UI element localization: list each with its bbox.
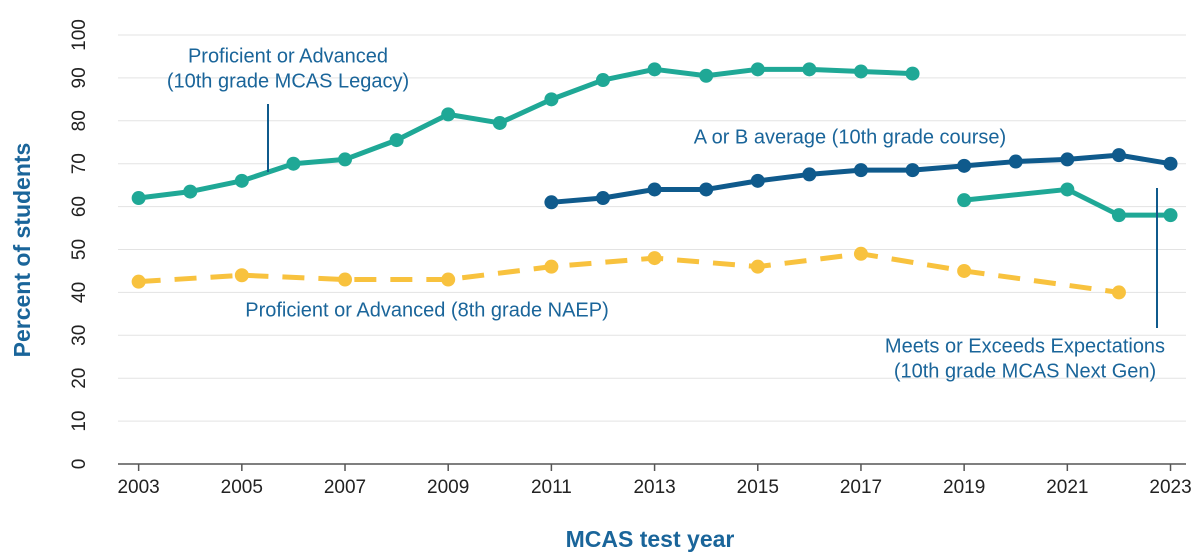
data-point bbox=[853, 163, 868, 178]
x-tick-label: 2007 bbox=[324, 477, 366, 498]
data-point bbox=[286, 156, 301, 171]
x-tick-label: 2011 bbox=[531, 477, 572, 498]
data-point bbox=[647, 251, 662, 266]
data-point bbox=[750, 173, 765, 188]
data-point bbox=[802, 167, 817, 182]
data-point bbox=[389, 133, 404, 148]
series-label: Meets or Exceeds Expectations bbox=[885, 335, 1165, 357]
x-tick-label: 2003 bbox=[117, 477, 159, 498]
y-tick-label: 80 bbox=[69, 110, 90, 131]
y-tick-label: 60 bbox=[69, 196, 90, 217]
y-tick-label: 100 bbox=[69, 19, 90, 51]
data-point bbox=[131, 274, 146, 289]
series-line bbox=[138, 66, 913, 201]
data-point bbox=[338, 152, 353, 167]
data-point bbox=[1060, 182, 1075, 197]
data-point bbox=[544, 195, 559, 210]
data-point bbox=[183, 184, 198, 199]
series-label: Proficient or Advanced bbox=[188, 45, 388, 67]
x-tick-label: 2009 bbox=[427, 477, 469, 498]
series-line bbox=[963, 186, 1171, 218]
series-label: A or B average (10th grade course) bbox=[694, 126, 1006, 148]
data-point bbox=[802, 62, 817, 77]
data-point bbox=[595, 191, 610, 206]
series-label: (10th grade MCAS Legacy) bbox=[167, 70, 409, 92]
y-tick-label: 40 bbox=[69, 282, 90, 303]
data-point bbox=[957, 263, 972, 278]
series-label: Proficient or Advanced (8th grade NAEP) bbox=[245, 299, 609, 321]
y-tick-label: 70 bbox=[69, 153, 90, 174]
data-point bbox=[544, 92, 559, 107]
data-point bbox=[905, 163, 920, 178]
data-point bbox=[957, 193, 972, 208]
data-point bbox=[1111, 148, 1126, 163]
data-point bbox=[853, 246, 868, 261]
y-tick-label: 20 bbox=[69, 368, 90, 389]
data-point bbox=[647, 182, 662, 197]
series-label: (10th grade MCAS Next Gen) bbox=[894, 360, 1156, 382]
x-tick-label: 2013 bbox=[633, 477, 675, 498]
data-point bbox=[234, 268, 249, 283]
data-point bbox=[853, 64, 868, 79]
data-point bbox=[750, 62, 765, 77]
data-point bbox=[234, 173, 249, 188]
data-point bbox=[905, 66, 920, 81]
x-tick-label: 2023 bbox=[1149, 477, 1191, 498]
data-point bbox=[441, 272, 456, 287]
data-point bbox=[1060, 152, 1075, 167]
data-point bbox=[595, 73, 610, 88]
data-point bbox=[750, 259, 765, 274]
x-axis-title: MCAS test year bbox=[566, 526, 735, 552]
y-axis-title: Percent of students bbox=[9, 143, 35, 358]
y-tick-label: 90 bbox=[69, 67, 90, 88]
data-point bbox=[441, 107, 456, 122]
y-tick-label: 0 bbox=[69, 459, 90, 470]
data-point bbox=[1111, 285, 1126, 300]
series-line bbox=[138, 251, 1120, 295]
data-point bbox=[647, 62, 662, 77]
y-tick-label: 30 bbox=[69, 325, 90, 346]
data-point bbox=[1163, 156, 1178, 171]
data-point bbox=[1111, 208, 1126, 223]
data-point bbox=[544, 259, 559, 274]
x-tick-label: 2017 bbox=[840, 477, 882, 498]
data-point bbox=[1163, 208, 1178, 223]
data-point bbox=[957, 158, 972, 173]
y-tick-label: 10 bbox=[69, 411, 90, 432]
x-tick-label: 2015 bbox=[737, 477, 779, 498]
data-point bbox=[699, 182, 714, 197]
x-tick-label: 2019 bbox=[943, 477, 985, 498]
data-point bbox=[131, 191, 146, 206]
data-point bbox=[492, 115, 507, 130]
x-tick-label: 2005 bbox=[221, 477, 263, 498]
y-tick-label: 50 bbox=[69, 239, 90, 260]
data-point bbox=[1008, 154, 1023, 169]
x-tick-label: 2021 bbox=[1046, 477, 1088, 498]
data-point bbox=[338, 272, 353, 287]
data-point bbox=[699, 68, 714, 83]
